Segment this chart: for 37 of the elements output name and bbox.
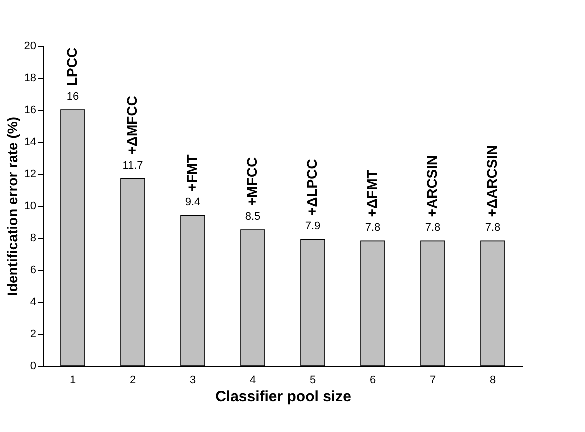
x-tick-label: 2 (130, 374, 136, 386)
annotation: +ΔMFCC (124, 96, 140, 155)
data-label: 9.4 (185, 196, 201, 209)
annotation: +ΔLPCC (304, 159, 320, 216)
x-axis-title: Classifier pool size (216, 388, 352, 406)
data-label: 8.5 (245, 211, 261, 223)
annotation: +ARCSIN (424, 155, 440, 218)
y-axis-title: Identification error rate (%) (4, 117, 20, 296)
x-tick-label: 7 (430, 374, 436, 386)
annotation: LPCC (64, 48, 80, 86)
x-tick-label: 4 (250, 374, 256, 386)
y-tick-label: 16 (24, 104, 36, 116)
y-tick-label: 8 (30, 232, 36, 244)
y-tick-label: 4 (30, 296, 36, 308)
y-tick-label: 2 (30, 328, 36, 340)
x-tick-label: 3 (190, 374, 196, 386)
data-label: 11.7 (122, 160, 144, 172)
y-tick-label: 20 (24, 40, 36, 52)
y-tick-label: 6 (30, 264, 36, 276)
y-tick-label: 12 (24, 168, 36, 180)
y-tick-label: 18 (24, 72, 36, 84)
data-label: 7.9 (305, 220, 321, 233)
annotation: +FMT (184, 154, 200, 192)
x-tick-label: 1 (70, 374, 76, 386)
annotation: +ΔARCSIN (484, 145, 500, 218)
x-tick-label: 8 (490, 374, 496, 386)
y-tick-label: 10 (24, 200, 36, 212)
y-tick-label: 14 (24, 136, 36, 148)
data-label: 7.8 (365, 222, 381, 234)
data-label: 7.8 (425, 222, 441, 234)
x-tick-label: 5 (310, 374, 316, 386)
y-tick-label: 0 (30, 360, 36, 372)
data-label: 16 (66, 91, 80, 103)
x-tick-label: 6 (370, 374, 376, 386)
annotation: +MFCC (244, 157, 260, 206)
annotation: +ΔFMT (364, 170, 380, 218)
data-label: 7.8 (485, 222, 501, 234)
